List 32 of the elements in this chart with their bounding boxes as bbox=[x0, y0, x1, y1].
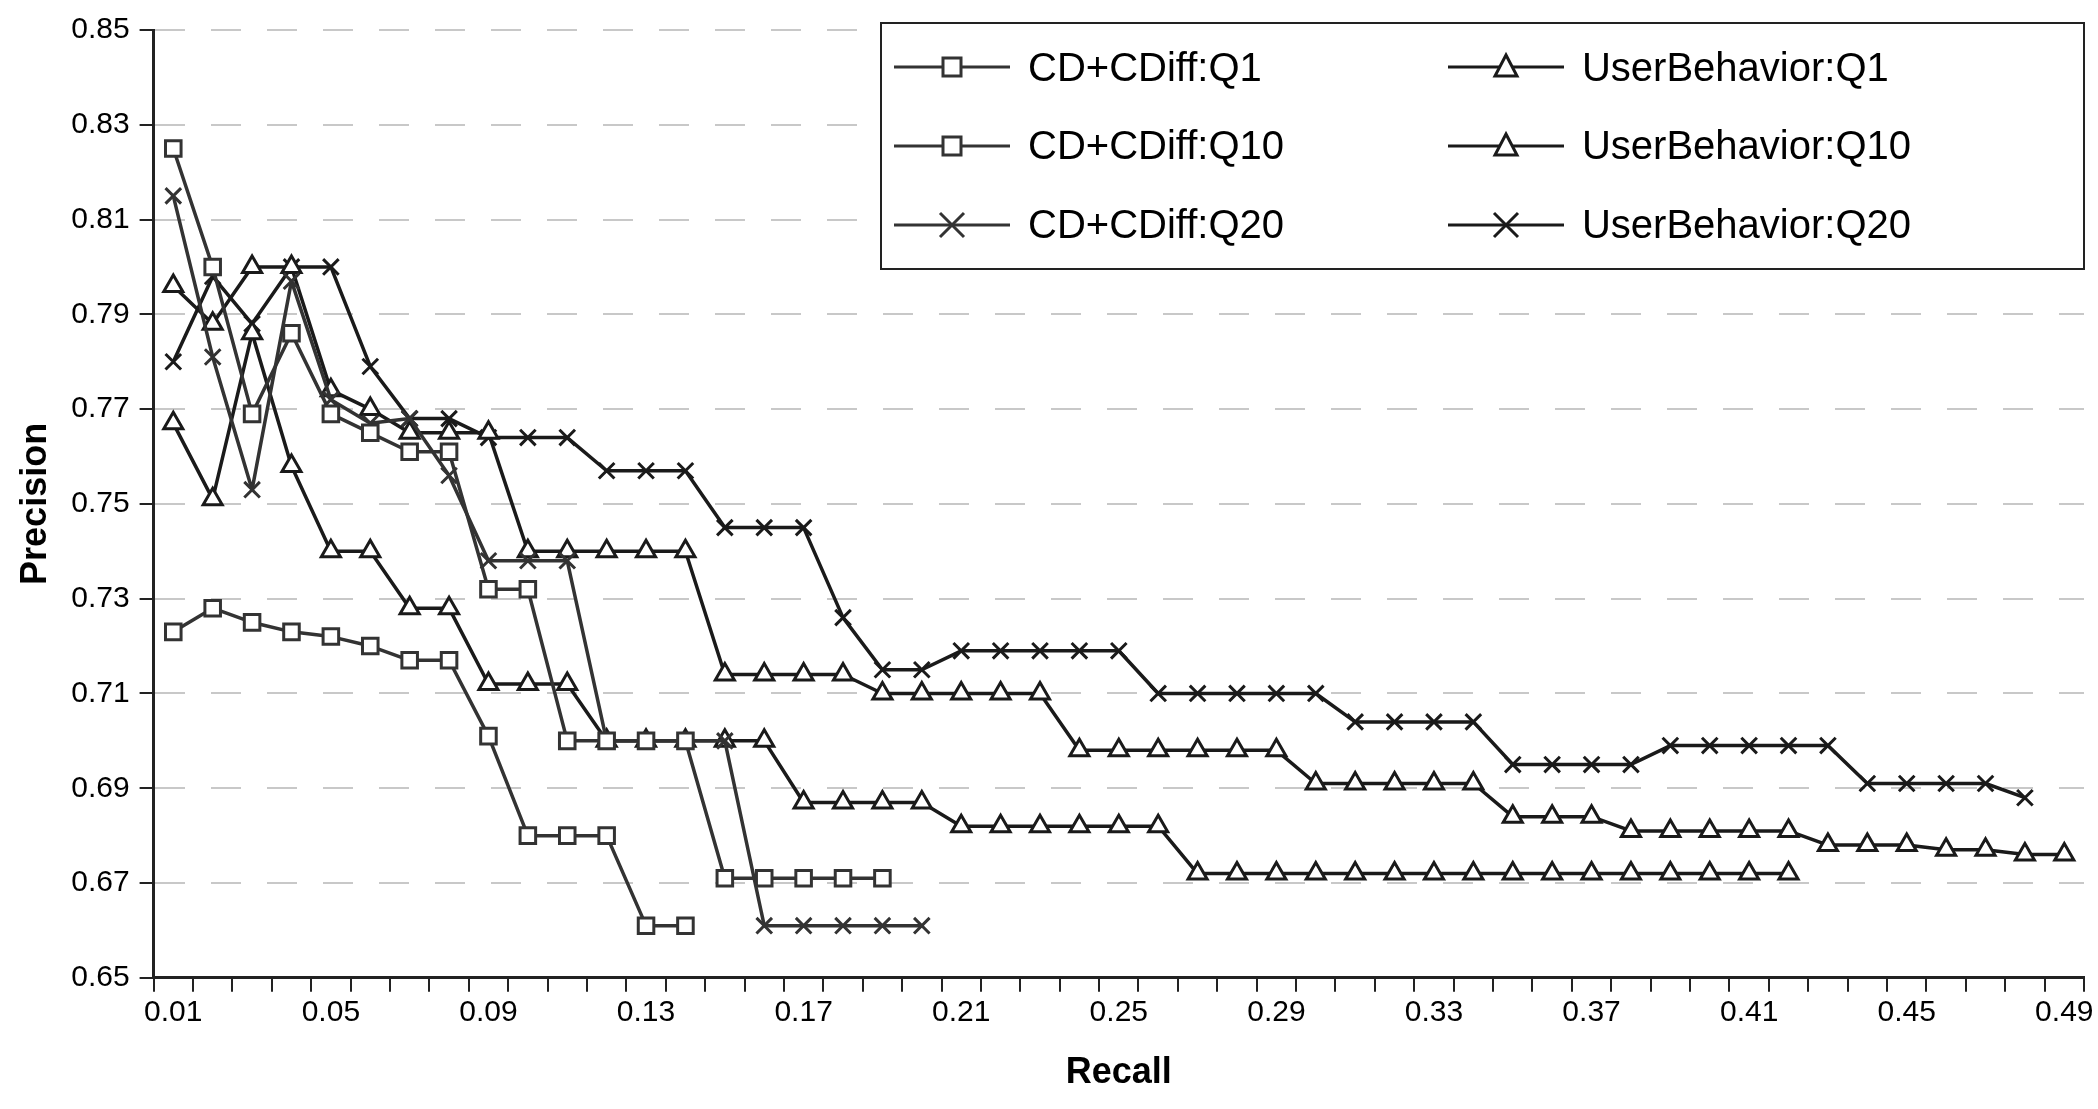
y-tick-label: 0.73 bbox=[71, 579, 130, 613]
x-tick-label: 0.09 bbox=[459, 994, 518, 1028]
y-tick-label: 0.79 bbox=[71, 295, 130, 329]
x-tick-label: 0.25 bbox=[1089, 994, 1148, 1028]
x-tick-label: 0.05 bbox=[301, 994, 361, 1028]
legend-label: UserBehavior:Q10 bbox=[1581, 123, 1912, 169]
y-tick-label: 0.75 bbox=[71, 485, 130, 519]
x-tick-label: 0.13 bbox=[616, 994, 676, 1028]
y-tick-label: 0.71 bbox=[71, 674, 130, 708]
x-tick-label: 0.21 bbox=[932, 994, 991, 1028]
legend-label: UserBehavior:Q20 bbox=[1581, 202, 1912, 248]
x-tick-label: 0.41 bbox=[1719, 994, 1779, 1028]
x-tick-label: 0.33 bbox=[1404, 994, 1464, 1028]
x-tick-label: 0.01 bbox=[144, 994, 203, 1028]
legend-label: CD+CDiff:Q20 bbox=[1028, 202, 1285, 248]
y-tick-label: 0.65 bbox=[71, 959, 130, 993]
y-tick-label: 0.69 bbox=[71, 769, 130, 803]
y-axis-title: Precision bbox=[12, 422, 54, 585]
x-tick-label: 0.37 bbox=[1562, 994, 1621, 1028]
x-tick-label: 0.29 bbox=[1247, 994, 1306, 1028]
x-tick-label: 0.45 bbox=[1877, 994, 1936, 1028]
legend-label: CD+CDiff:Q10 bbox=[1028, 123, 1285, 169]
x-tick-label: 0.17 bbox=[774, 994, 833, 1028]
legend-label: CD+CDiff:Q1 bbox=[1028, 44, 1262, 90]
y-tick-label: 0.77 bbox=[71, 390, 130, 424]
y-tick-label: 0.83 bbox=[71, 106, 130, 140]
y-tick-label: 0.67 bbox=[71, 864, 130, 898]
y-tick-label: 0.81 bbox=[71, 200, 130, 234]
y-tick-label: 0.85 bbox=[71, 11, 130, 45]
legend-label: UserBehavior:Q1 bbox=[1581, 44, 1889, 90]
x-tick-label: 0.49 bbox=[2035, 994, 2094, 1028]
x-axis-title: Recall bbox=[1065, 1050, 1172, 1092]
